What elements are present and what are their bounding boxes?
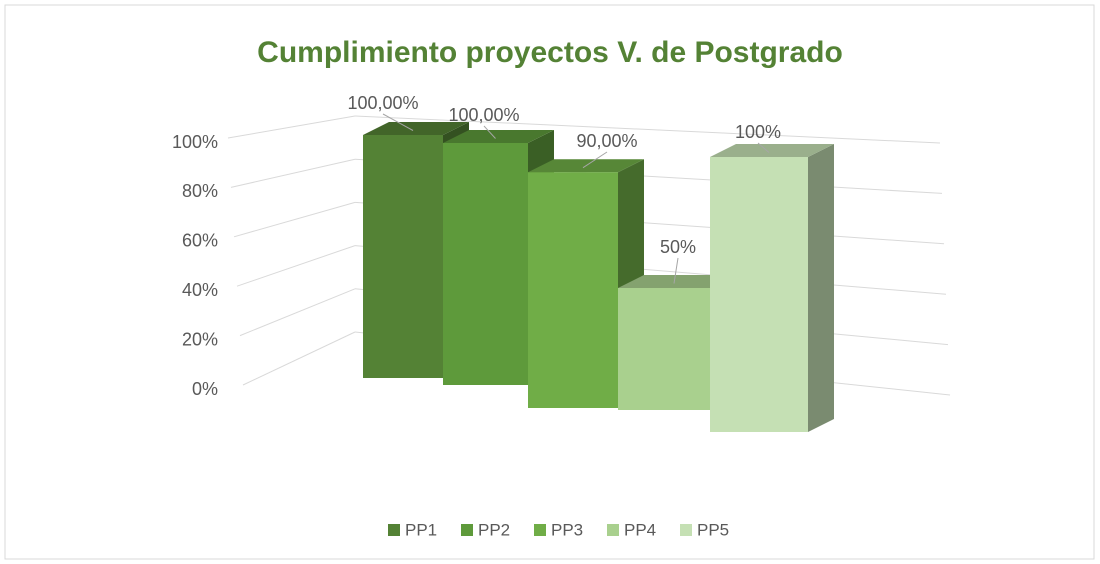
legend-label: PP3: [551, 520, 583, 539]
y-tick-label: 0%: [192, 379, 218, 399]
grid-line: [227, 115, 356, 139]
bar-top: [710, 144, 834, 157]
data-label: 100%: [735, 122, 781, 142]
y-tick-label: 60%: [182, 231, 218, 251]
bar: [618, 288, 710, 410]
grid-line: [354, 115, 941, 144]
data-label: 50%: [660, 237, 696, 257]
chart-title: Cumplimiento proyectos V. de Postgrado: [257, 36, 843, 69]
legend-label: PP2: [478, 520, 510, 539]
legend-label: PP1: [405, 520, 437, 539]
bar: [363, 135, 443, 378]
y-tick-label: 20%: [182, 329, 218, 349]
bar: [443, 143, 528, 385]
y-tick-label: 100%: [172, 132, 218, 152]
bar-side: [808, 144, 834, 432]
legend-swatch: [534, 524, 546, 536]
legend-swatch: [607, 524, 619, 536]
data-label: 90,00%: [576, 131, 637, 151]
leader-line: [483, 125, 496, 139]
leader-line: [582, 151, 608, 169]
legend-swatch: [461, 524, 473, 536]
grid-line: [233, 201, 356, 238]
legend-swatch: [388, 524, 400, 536]
grid-line: [230, 158, 356, 188]
grid-line: [239, 288, 356, 337]
leader-line: [757, 142, 770, 153]
grid-line: [242, 331, 356, 386]
grid-line: [236, 245, 356, 287]
leader-line: [382, 113, 414, 131]
bar-top: [443, 130, 554, 143]
bar-top: [363, 122, 469, 135]
legend-label: PP4: [624, 520, 656, 539]
legend-swatch: [680, 524, 692, 536]
leader-line: [673, 257, 679, 284]
bar: [528, 172, 618, 408]
y-tick-label: 40%: [182, 280, 218, 300]
y-tick-label: 80%: [182, 181, 218, 201]
data-label: 100,00%: [347, 93, 418, 113]
bar-top: [618, 275, 736, 288]
legend-label: PP5: [697, 520, 729, 539]
bar: [710, 157, 808, 432]
data-label: 100,00%: [448, 105, 519, 125]
